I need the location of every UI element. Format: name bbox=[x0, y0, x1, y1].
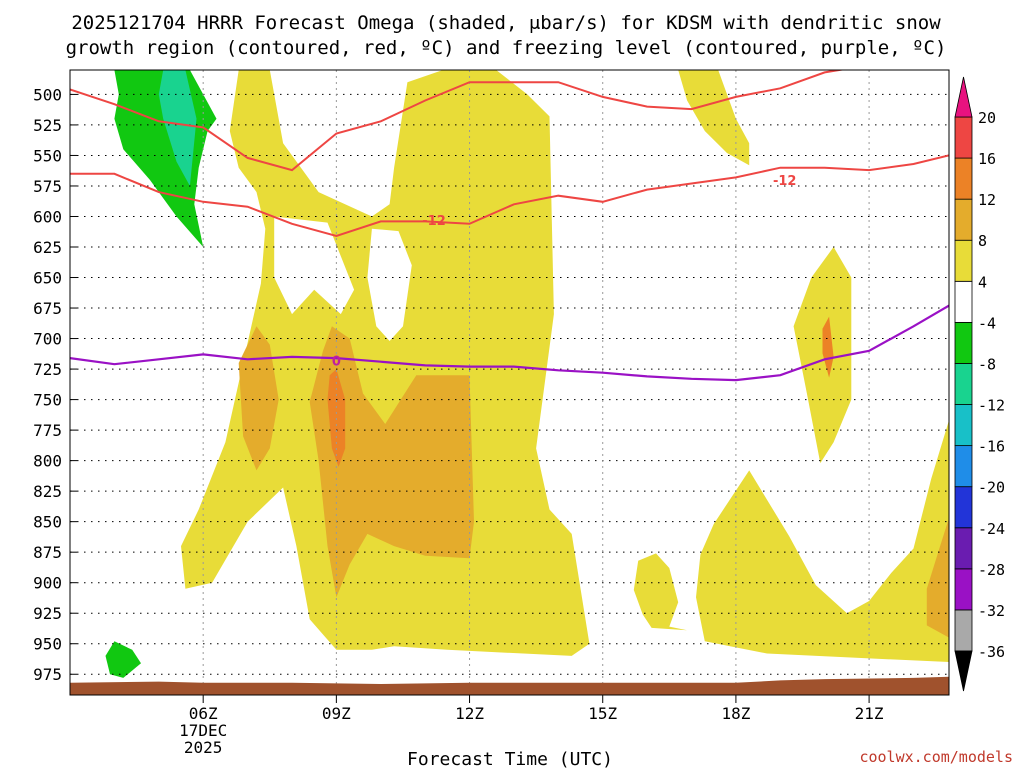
colorbar-bin--12-to--8 bbox=[954, 363, 973, 405]
chart-title-line2: growth region (contoured, red, ºC) and f… bbox=[66, 37, 947, 59]
credit-text: coolwx.com/models bbox=[859, 748, 1013, 766]
y-tick-label-625: 625 bbox=[33, 238, 62, 257]
chart-title-line1: 2025121704 HRRR Forecast Omega (shaded, … bbox=[71, 12, 941, 34]
y-tick-label-850: 850 bbox=[33, 513, 62, 532]
omega-region-11 bbox=[822, 316, 834, 378]
x-tick-sublabel-0: 17DEC bbox=[179, 721, 227, 740]
omega-region-5 bbox=[696, 420, 949, 662]
y-tick-label-975: 975 bbox=[33, 665, 62, 684]
colorbar: 20 16 12 8 4 -4 -8 -12 -16 -20 -24 -28 -32 -36 bbox=[954, 76, 1005, 692]
colorbar-label--8: -8 bbox=[978, 355, 996, 373]
dgz-contour-line-1 bbox=[70, 154, 949, 238]
colorbar-bin--28-to--24 bbox=[954, 527, 973, 570]
omega-region-6 bbox=[633, 553, 688, 631]
gridlines bbox=[70, 70, 949, 695]
y-tick-label-700: 700 bbox=[33, 330, 62, 349]
y-tick-label-775: 775 bbox=[33, 421, 62, 440]
colorbar-bin-4-to-8 bbox=[954, 239, 973, 282]
colorbar-bin--24-to--20 bbox=[954, 486, 973, 529]
colorbar-label--32: -32 bbox=[978, 602, 1005, 620]
colorbar-label--28: -28 bbox=[978, 561, 1005, 579]
y-tick-label-525: 525 bbox=[33, 116, 62, 135]
y-tick-label-875: 875 bbox=[33, 543, 62, 562]
omega-region-3 bbox=[678, 70, 750, 166]
omega-region-2 bbox=[367, 228, 412, 341]
colorbar-label-20: 20 bbox=[978, 109, 996, 127]
y-tick-label-550: 550 bbox=[33, 146, 62, 165]
plot-frame bbox=[69, 69, 950, 696]
omega-region-10 bbox=[327, 369, 346, 467]
colorbar-label-8: 8 bbox=[978, 232, 987, 250]
colorbar-label--12: -12 bbox=[978, 397, 1005, 415]
dgz-contour-line-0 bbox=[70, 70, 846, 172]
y-axis: 500 525 550 575 600 625 650 675 700 725 750 775 800 8… bbox=[33, 85, 77, 684]
omega-region-7 bbox=[238, 326, 279, 471]
terrain-ground bbox=[70, 676, 949, 695]
omega-region-14 bbox=[105, 641, 141, 678]
omega-region-4 bbox=[793, 247, 852, 464]
y-tick-label-900: 900 bbox=[33, 574, 62, 593]
colorbar-label-16: 16 bbox=[978, 150, 996, 168]
y-tick-label-600: 600 bbox=[33, 207, 62, 226]
colorbar-bin--16-to--12 bbox=[954, 404, 973, 447]
x-tick-label-21Z: 21Z bbox=[855, 704, 884, 723]
x-tick-sublabel-1: 2025 bbox=[184, 738, 223, 757]
colorbar-bin--8-to--4 bbox=[954, 321, 973, 364]
colorbar-label-12: 12 bbox=[978, 191, 996, 209]
colorbar-label--36: -36 bbox=[978, 643, 1005, 661]
colorbar-label--16: -16 bbox=[978, 438, 1005, 456]
colorbar-label--24: -24 bbox=[978, 520, 1005, 538]
y-tick-label-925: 925 bbox=[33, 604, 62, 623]
x-tick-label-09Z: 09Z bbox=[322, 704, 351, 723]
dgz-contour-label-1: -12 bbox=[773, 174, 797, 189]
y-tick-label-750: 750 bbox=[33, 391, 62, 410]
colorbar-bin--32-to--28 bbox=[954, 568, 973, 611]
colorbar-bin--36-to--32 bbox=[954, 609, 973, 652]
freezing-level-line bbox=[70, 304, 949, 382]
colorbar-label-4: 4 bbox=[978, 273, 987, 291]
y-tick-label-500: 500 bbox=[33, 85, 62, 104]
dgz-contour-label-0: -12 bbox=[422, 214, 446, 229]
omega-region-9 bbox=[926, 518, 949, 638]
colorbar-label--4: -4 bbox=[978, 314, 996, 332]
y-tick-label-675: 675 bbox=[33, 299, 62, 318]
colorbar-bin--20-to--16 bbox=[954, 445, 973, 488]
freezing-level-label: 0 bbox=[332, 355, 341, 370]
colorbar-bin--4-to-4 bbox=[954, 280, 973, 323]
omega-region-1 bbox=[274, 216, 355, 315]
contour-lines: -12 -12 0 bbox=[70, 70, 949, 695]
colorbar-label--20: -20 bbox=[978, 479, 1005, 497]
y-tick-label-650: 650 bbox=[33, 269, 62, 288]
x-tick-label-18Z: 18Z bbox=[721, 704, 750, 723]
omega-region-8 bbox=[309, 326, 474, 598]
x-axis-title: Forecast Time (UTC) bbox=[407, 749, 613, 768]
colorbar-min-arrow bbox=[954, 650, 973, 692]
colorbar-bin-8-to-12 bbox=[954, 198, 973, 241]
x-tick-label-06Z: 06Z bbox=[189, 704, 218, 723]
colorbar-bin-12-to-16 bbox=[954, 157, 973, 200]
plot-area: -12 -12 0 bbox=[70, 70, 949, 695]
y-tick-label-800: 800 bbox=[33, 452, 62, 471]
y-tick-label-575: 575 bbox=[33, 177, 62, 196]
colorbar-max-arrow bbox=[954, 76, 973, 118]
colorbar-bin-16-to-20 bbox=[954, 116, 973, 159]
x-tick-label-15Z: 15Z bbox=[588, 704, 617, 723]
y-tick-label-725: 725 bbox=[33, 360, 62, 379]
y-tick-label-825: 825 bbox=[33, 482, 62, 501]
y-tick-label-950: 950 bbox=[33, 635, 62, 654]
omega-region-13 bbox=[158, 70, 197, 186]
x-tick-label-12Z: 12Z bbox=[455, 704, 484, 723]
